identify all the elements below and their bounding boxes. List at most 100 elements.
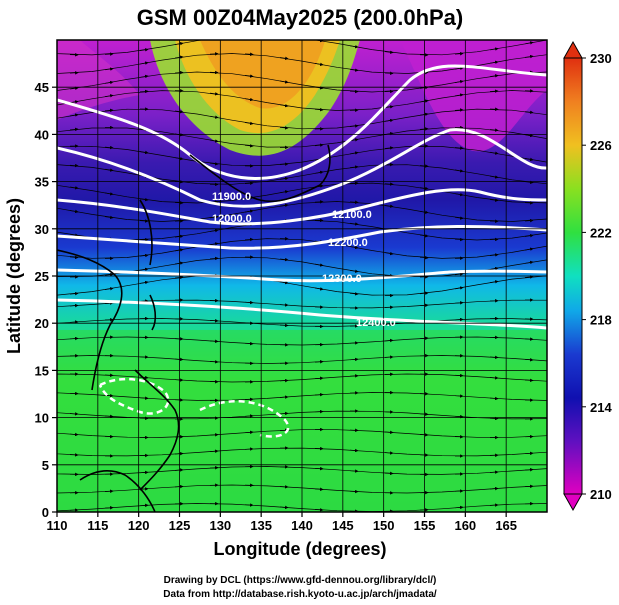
stream-arrow	[69, 113, 79, 117]
stream-arrow	[279, 126, 289, 130]
stream-arrow	[279, 280, 289, 285]
x-axis-ticks: 110 115 120 125 130 135 140 145 150 155 160 165	[47, 512, 517, 533]
x-tick-label: 140	[291, 518, 313, 533]
stream-arrow	[209, 466, 219, 470]
stream-arrow	[454, 51, 464, 56]
stream-arrow	[384, 430, 394, 435]
stream-arrow	[244, 52, 254, 56]
chart-title: GSM 00Z04May2025 (200.0hPa)	[137, 5, 464, 30]
stream-arrow	[349, 245, 359, 250]
stream-arrow	[139, 150, 149, 155]
stream-arrow	[454, 93, 464, 97]
stream-arrow	[454, 66, 464, 71]
stream-arrow	[349, 292, 359, 296]
x-axis-label: Longitude (degrees)	[213, 539, 386, 559]
colorbar-tick-label: 230	[590, 51, 612, 66]
x-tick-label: 115	[87, 518, 108, 533]
stream-arrow	[174, 234, 184, 239]
stream-arrow	[279, 103, 289, 108]
x-tick-label: 145	[332, 518, 354, 533]
stream-arrow	[489, 60, 499, 65]
stream-arrow	[489, 486, 499, 491]
x-tick-label: 120	[128, 518, 150, 533]
stream-arrow	[384, 118, 394, 123]
colorbar: 210 214 218 222 226 230	[563, 40, 612, 512]
stream-arrow	[489, 151, 499, 155]
stream-arrow	[69, 508, 79, 512]
x-tick-label: 110	[47, 518, 68, 533]
stream-arrow	[244, 430, 254, 435]
y-tick-label: 40	[35, 127, 49, 142]
stream-arrow	[489, 266, 499, 271]
credit-drawing: Drawing by DCL (https://www.gfd-dennou.o…	[164, 575, 437, 586]
stream-arrow	[104, 94, 114, 98]
stream-arrow	[349, 44, 359, 49]
stream-arrow	[489, 253, 499, 257]
stream-arrow	[279, 395, 289, 399]
coastline-taiwan	[149, 294, 157, 331]
stream-arrow	[419, 433, 429, 437]
stream-arrow	[139, 280, 149, 285]
contour-labels: 11900.0 12000.0 12100.0 12200.0 12300.0 …	[212, 191, 396, 329]
stream-arrow	[314, 487, 324, 492]
stream-arrow	[419, 234, 429, 238]
colorbar-tick-label: 222	[590, 225, 612, 240]
stream-arrow	[69, 163, 79, 168]
stream-arrow	[104, 215, 114, 220]
coastline-borneo	[79, 470, 156, 512]
credit-data: Data from http://database.rish.kyoto-u.a…	[163, 589, 437, 600]
stream-arrow	[524, 467, 534, 472]
stream-arrow	[314, 466, 324, 471]
stream-arrow	[104, 287, 114, 291]
stream-arrow	[384, 50, 394, 54]
y-tick-label: 0	[42, 505, 49, 520]
y-tick-label: 30	[35, 222, 49, 237]
contour-line	[57, 188, 547, 226]
stream-arrow	[489, 280, 499, 284]
stream-arrow	[489, 470, 499, 474]
stream-arrow	[210, 38, 218, 39]
streamline	[57, 238, 547, 259]
stream-arrow	[209, 318, 219, 323]
stream-arrow	[454, 301, 464, 305]
stream-arrow	[209, 433, 219, 437]
stream-arrow	[104, 80, 114, 85]
stream-arrow	[209, 242, 219, 246]
stream-arrow	[524, 247, 534, 251]
streamline	[57, 145, 547, 166]
colorbar-ticks: 210 214 218 222 226 230	[582, 51, 612, 502]
colorbar-tick-label: 214	[590, 400, 612, 415]
stream-arrow	[104, 414, 114, 419]
stream-arrow	[244, 414, 254, 418]
stream-arrow	[104, 506, 114, 510]
stream-arrow	[314, 143, 324, 147]
stream-arrow	[174, 41, 184, 46]
y-axis-label: Latitude (degrees)	[4, 198, 24, 354]
stream-arrow	[69, 100, 79, 104]
stream-arrow	[314, 263, 324, 267]
stream-arrow	[524, 54, 534, 59]
dashed-contour	[199, 400, 290, 438]
x-tick-label: 150	[373, 518, 395, 533]
stream-arrow	[349, 68, 359, 72]
height-contours	[57, 64, 547, 330]
stream-arrow	[104, 272, 114, 277]
stream-arrow	[139, 253, 149, 258]
stream-arrow	[279, 203, 289, 208]
stream-arrow	[419, 112, 429, 117]
x-tick-label: 125	[169, 518, 191, 533]
stream-arrow	[174, 70, 184, 75]
stream-arrow	[349, 469, 359, 473]
stream-arrow	[139, 48, 149, 52]
stream-arrow	[314, 376, 324, 381]
stream-arrow	[244, 74, 254, 78]
contour-label: 11900.0	[212, 191, 251, 203]
streamline	[57, 108, 547, 130]
stream-arrow	[489, 355, 499, 360]
stream-arrow	[69, 71, 79, 75]
stream-arrow	[69, 186, 79, 190]
stream-arrow	[209, 360, 219, 364]
stream-arrow	[384, 146, 394, 150]
stream-arrow	[489, 396, 499, 401]
stream-arrow	[419, 164, 429, 168]
